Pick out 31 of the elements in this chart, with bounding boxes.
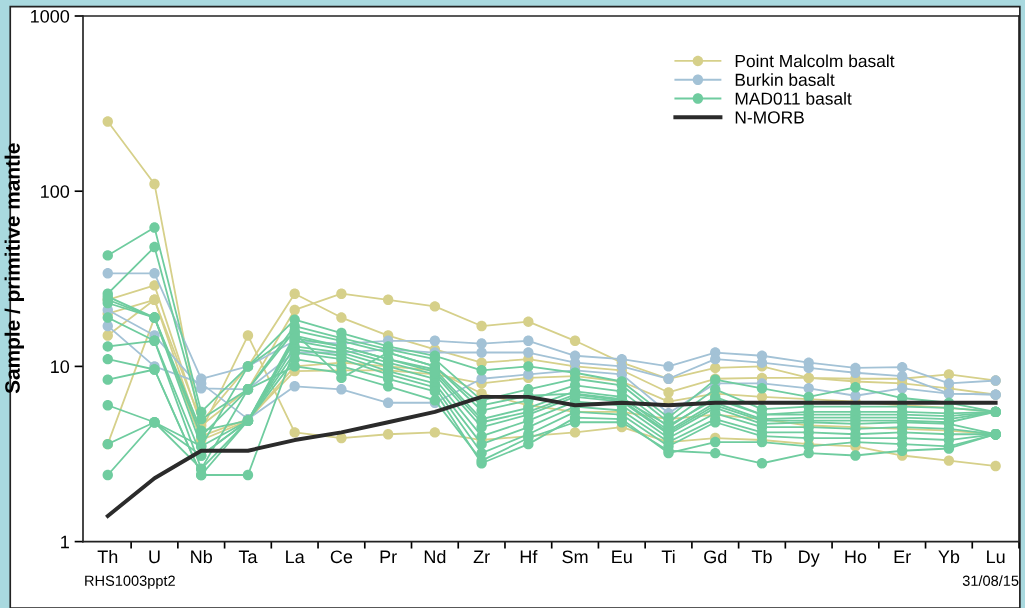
x-tick-label: Th: [97, 549, 118, 564]
x-tick-label: Dy: [799, 550, 820, 567]
y-tick-label: 100: [41, 185, 70, 198]
y-axis-title: Sample / primitive mantle: [4, 143, 24, 394]
legend-label: N-MORB: [735, 111, 804, 124]
x-tick-label: Ta: [238, 550, 258, 564]
x-tick-label: Gd: [704, 549, 727, 564]
x-tick-label: Tb: [751, 549, 772, 564]
x-tick-label: Nd: [424, 549, 446, 564]
x-tick-label: Sm: [562, 550, 588, 564]
x-tick-label: Lu: [987, 550, 1005, 564]
x-tick-label: Ho: [845, 550, 867, 564]
x-tick-label: Nb: [191, 549, 213, 564]
x-tick-label: Hf: [520, 549, 538, 564]
x-tick-label: Eu: [612, 550, 632, 564]
x-tick-label: La: [286, 550, 305, 564]
legend-label: MAD011 basalt: [735, 92, 852, 105]
y-tick-label: 10: [51, 360, 70, 374]
y-tick-label: 1000: [31, 9, 70, 23]
x-tick-label: Yb: [938, 549, 960, 564]
y-tick-label: 1: [61, 535, 69, 549]
x-tick-label: Er: [894, 550, 911, 564]
legend-label: Point Malcolm basalt: [735, 54, 895, 68]
x-tick-label: Pr: [380, 550, 397, 564]
legend-label: Burkin basalt: [735, 73, 835, 86]
x-tick-label: Zr: [473, 550, 490, 564]
x-tick-label: U: [149, 550, 160, 564]
x-tick-label: Ce: [330, 550, 353, 564]
x-tick-label: Ti: [661, 549, 675, 564]
text: RHS1003ppt2: [85, 575, 175, 589]
text: 31/08/15: [962, 575, 1019, 586]
